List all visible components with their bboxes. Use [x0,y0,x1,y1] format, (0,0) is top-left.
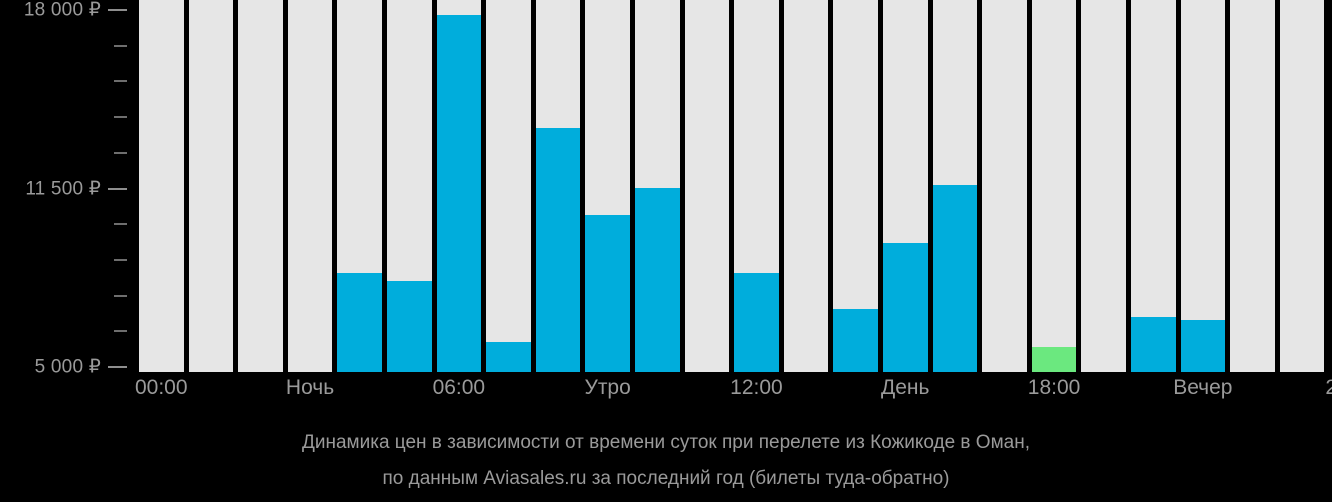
bar-column[interactable] [486,0,531,372]
y-axis-label: 5 000 ₽ [34,356,101,378]
bar[interactable] [535,127,581,372]
y-axis-tick-minor [114,294,127,297]
bar-column[interactable] [1081,0,1126,372]
y-axis-tick-major [108,187,127,190]
bar[interactable] [1131,317,1176,372]
bar[interactable] [833,308,878,372]
bar-column[interactable] [337,0,382,372]
bar-column[interactable] [1230,0,1275,372]
bar-column[interactable] [1279,0,1325,372]
bar-column[interactable] [535,0,581,372]
y-axis-tick-major [108,9,127,11]
bar-column[interactable] [684,0,730,372]
y-axis-tick-minor [114,116,127,119]
bar[interactable] [337,273,382,372]
x-axis-tick-label: Вечер [1173,376,1233,399]
y-axis-tick-minor [114,44,127,47]
x-axis-tick-label: День [881,376,930,399]
chart-caption: Динамика цен в зависимости от времени су… [0,425,1332,497]
x-axis-tick-label: 12:00 [730,376,783,399]
bar-column[interactable] [982,0,1027,372]
caption-line-1: Динамика цен в зависимости от времени су… [302,432,1030,453]
bar[interactable] [387,281,432,372]
bar-column[interactable] [734,0,779,372]
bar-column[interactable] [436,0,482,372]
x-axis-tick-label: 00:00 [134,376,188,399]
bar[interactable] [585,215,630,372]
x-axis-tick-label: Утро [584,376,631,399]
x-axis-tick-label: 24:00 [1325,376,1332,399]
bar[interactable] [1031,347,1077,372]
y-axis-tick-major [108,366,127,368]
x-axis: 00:00 Ночь 06:00 Утро 12:00 День 18:00 Вечер 24:… [0,376,1332,410]
bar-column[interactable] [635,0,680,372]
bar[interactable] [1180,319,1226,372]
bar[interactable] [436,15,482,372]
bar-column[interactable] [1131,0,1176,372]
y-axis-tick-minor [114,80,127,83]
y-axis-tick-minor [114,223,127,226]
bar[interactable] [486,341,531,372]
bar-column[interactable] [1031,0,1077,372]
bar-column[interactable] [1180,0,1226,372]
y-axis-tick-minor [114,330,127,333]
bar-column[interactable] [833,0,878,372]
bar[interactable] [932,185,978,372]
y-axis-tick-minor [114,258,127,261]
bar-column[interactable] [783,0,829,372]
bar[interactable] [635,188,680,372]
bar-column[interactable] [188,0,234,372]
bar-column[interactable] [585,0,630,372]
x-axis-tick-label: 06:00 [432,376,486,399]
y-axis-tick-minor [114,151,127,154]
bar-column[interactable] [387,0,432,372]
bar-column[interactable] [883,0,928,372]
y-axis-label: 18 000 ₽ [23,0,101,21]
bar-column[interactable] [287,0,333,372]
bar[interactable] [734,273,779,372]
bar-column[interactable] [932,0,978,372]
bar-column[interactable] [139,0,184,372]
x-axis-tick-label: 18:00 [1027,376,1081,399]
x-axis-tick-label: Ночь [285,376,335,399]
y-axis-label: 11 500 ₽ [25,178,101,199]
caption-line-2: по данным Aviasales.ru за последний год … [382,468,950,489]
bar[interactable] [883,242,928,372]
plot-area [139,0,1325,372]
y-axis: 18 000 ₽ 11 500 ₽ 5 000 ₽ [0,0,139,378]
bar-column[interactable] [238,0,283,372]
